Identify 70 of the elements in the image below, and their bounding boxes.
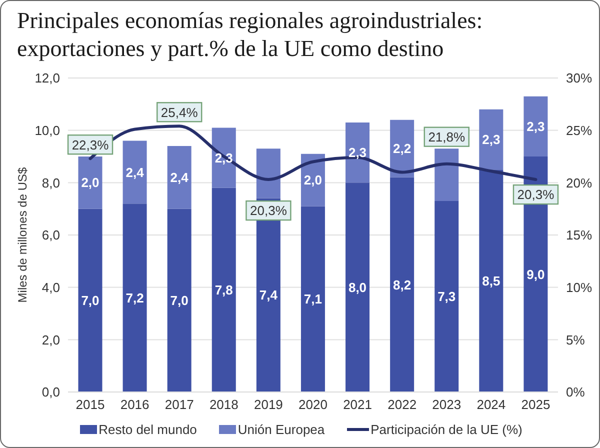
y-tick-label: 12,0 (34, 70, 60, 86)
x-tick-label: 2024 (476, 397, 506, 412)
bar (167, 208, 192, 392)
legend-label: Unión Europea (238, 422, 325, 437)
bar (122, 140, 147, 204)
data-label: 8,5 (482, 273, 500, 288)
data-label: 21,8% (428, 130, 466, 145)
data-label: 8,0 (348, 280, 367, 295)
data-label: 2,4 (170, 170, 190, 185)
y2-tick-label: 30% (566, 70, 592, 86)
x-tick-label: 2025 (521, 397, 550, 412)
y2-tick-label: 5% (566, 332, 586, 348)
y2-tick-label: 15% (566, 228, 592, 243)
x-tick-label: 2019 (254, 397, 283, 412)
bar (300, 206, 325, 392)
data-label: 2,2 (393, 141, 412, 156)
data-label: 7,2 (126, 290, 144, 306)
x-tick-label: 2021 (343, 397, 372, 412)
bar (479, 109, 504, 170)
data-label: 2,3 (526, 118, 545, 134)
x-tick-label: 2020 (298, 397, 328, 412)
y2-tick-label: 10% (566, 280, 592, 295)
bar (212, 188, 236, 392)
bar (78, 208, 102, 392)
y2-tick-label: 25% (566, 122, 592, 138)
bar (524, 96, 548, 156)
bar (167, 146, 192, 209)
x-tick-label: 2022 (388, 397, 417, 412)
x-tick-label: 2017 (164, 397, 194, 412)
bar (479, 170, 504, 392)
x-tick-label: 2023 (432, 397, 462, 412)
data-label: 2,0 (81, 175, 100, 190)
y-tick-label: 2,0 (42, 332, 60, 348)
data-label: 7,0 (170, 292, 188, 308)
data-label: 22,3% (72, 137, 110, 152)
bar (346, 182, 370, 392)
x-tick-label: 2016 (120, 397, 150, 412)
legend-label: Resto del mundo (98, 422, 197, 437)
data-label: 2,3 (482, 132, 500, 148)
y-tick-label: 0,0 (42, 384, 60, 400)
data-label: 7,0 (81, 292, 100, 308)
bar (434, 148, 459, 201)
y-axis-title: Miles de millones de US$ (15, 166, 30, 303)
data-label: 25,4% (160, 104, 198, 120)
y-tick-label: 8,0 (42, 175, 60, 190)
bar (122, 204, 147, 392)
data-label: 7,3 (438, 289, 456, 304)
data-label: 2,4 (126, 164, 145, 180)
y-tick-label: 6,0 (42, 228, 60, 243)
data-label: 20,3% (250, 203, 288, 218)
y-tick-label: 10,0 (34, 122, 60, 138)
y2-tick-label: 20% (566, 175, 592, 190)
bar (78, 156, 102, 209)
bar (390, 177, 414, 392)
data-label: 2,3 (348, 145, 367, 160)
data-label: 20,3% (517, 187, 555, 202)
data-label: 7,8 (214, 282, 233, 298)
chart-title: Principales economías regionales agroindustriales: exportaciones y part.% de la UE como destino (17, 7, 484, 63)
bar (256, 148, 280, 198)
data-label: 9,0 (526, 266, 545, 282)
x-tick-label: 2018 (209, 397, 238, 412)
data-label: 7,1 (304, 292, 322, 307)
data-label: 7,4 (259, 288, 278, 303)
bar (434, 200, 459, 392)
y-tick-label: 4,0 (42, 280, 60, 295)
legend-label: Participación de la UE (%) (370, 422, 522, 437)
y2-tick-label: 0% (566, 384, 586, 400)
data-label: 2,0 (304, 172, 322, 188)
x-tick-label: 2015 (76, 397, 105, 412)
data-label: 8,2 (393, 277, 412, 292)
